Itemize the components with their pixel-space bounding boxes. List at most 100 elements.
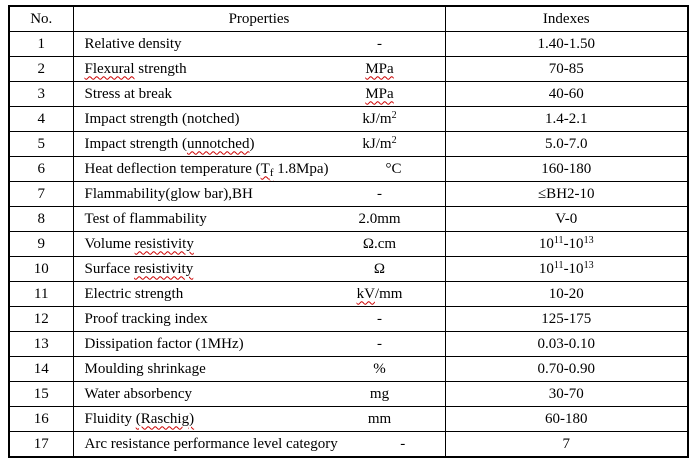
property-wrap: Moulding shrinkage% bbox=[74, 360, 444, 378]
table-body: 1 Relative density -1.40-1.50 2 Flexural str… bbox=[8, 31, 689, 458]
cell-index-value: 60-180 bbox=[444, 406, 689, 432]
text-segment: 2.0mm bbox=[358, 210, 401, 227]
col-header-indexes: Indexes bbox=[444, 5, 689, 32]
property-name: Test of flammability bbox=[74, 211, 315, 228]
property-wrap: Electric strength kV/mm bbox=[74, 286, 445, 303]
property-unit: - bbox=[315, 311, 445, 328]
cell-index-value: 1011-1013 bbox=[444, 256, 689, 282]
text-segment: Volume bbox=[84, 235, 135, 252]
cell-row-number: 16 bbox=[8, 406, 74, 432]
table-row: 4 Impact strength (notched) kJ/m2 1.4-2.1 bbox=[8, 106, 689, 132]
property-unit: Ω.cm bbox=[315, 236, 445, 253]
cell-property: Relative density - bbox=[72, 31, 446, 57]
table-row: 3 Stress at break MPa 40-60 bbox=[8, 81, 689, 107]
table-row: 12 Proof tracking index - 125-175 bbox=[8, 306, 689, 332]
property-wrap: Relative density - bbox=[74, 36, 445, 53]
superscript: 2 bbox=[391, 109, 397, 121]
table-row: 13 Dissipation factor (1MHz) - 0.03-0.10 bbox=[8, 331, 689, 357]
table-row: 11 Electric strength kV/mm 10-20 bbox=[8, 281, 689, 307]
cell-row-number: 2 bbox=[8, 56, 74, 82]
property-name: Flexural strength bbox=[74, 61, 315, 78]
text-segment: ≤BH2-10 bbox=[537, 185, 595, 202]
table-row: 7 Flammability(glow bar),BH - ≤BH2-10 bbox=[8, 181, 689, 207]
cell-row-number: 13 bbox=[8, 331, 74, 357]
text-segment: Stress at break bbox=[84, 85, 172, 102]
text-segment: -10 bbox=[563, 260, 584, 277]
cell-index-value: 7 bbox=[444, 431, 689, 458]
superscript: 13 bbox=[583, 259, 594, 271]
property-unit: - bbox=[315, 186, 445, 203]
text-segment: 0.03-0.10 bbox=[537, 335, 596, 352]
cell-property: Proof tracking index - bbox=[72, 306, 446, 332]
table-row: 8 Test of flammability 2.0mm V-0 bbox=[8, 206, 689, 232]
property-name: Impact strength (notched) bbox=[74, 111, 315, 128]
cell-index-value: ≤BH2-10 bbox=[444, 181, 689, 207]
text-segment: Impact strength ( bbox=[84, 135, 187, 152]
text-segment: 30-70 bbox=[548, 385, 584, 402]
cell-property: Dissipation factor (1MHz) - bbox=[72, 331, 446, 357]
text-segment: mm bbox=[367, 410, 392, 427]
col-header-no: No. bbox=[8, 5, 74, 32]
text-segment: Water absorbency bbox=[84, 385, 193, 402]
property-wrap: Flexural strength MPa bbox=[74, 61, 444, 78]
text-segment: - bbox=[400, 435, 406, 452]
cell-property: Electric strength kV/mm bbox=[72, 281, 446, 307]
table-row: 14 Moulding shrinkage% 0.70-0.90 bbox=[8, 356, 689, 382]
property-name: Volume resistivity bbox=[74, 236, 315, 253]
table-row: 17 Arc resistance performance level categ… bbox=[8, 431, 689, 458]
cell-property: Arc resistance performance level categor… bbox=[72, 431, 446, 458]
property-wrap: Impact strength (unnotched) kJ/m2 bbox=[74, 135, 444, 153]
cell-row-number: 5 bbox=[8, 131, 74, 157]
text-segment: 5.0-7.0 bbox=[545, 135, 588, 152]
property-unit: - bbox=[315, 36, 445, 53]
property-wrap: Fluidity (Raschig) mm bbox=[74, 410, 445, 428]
text-segment: unnotched bbox=[186, 135, 250, 152]
cell-index-value: V-0 bbox=[444, 206, 689, 232]
text-segment: 10 bbox=[538, 235, 554, 252]
text-segment: kV bbox=[356, 285, 375, 302]
header-row: No. Properties Indexes bbox=[8, 5, 689, 32]
text-segment: mg bbox=[369, 385, 390, 402]
text-segment: T bbox=[260, 160, 270, 177]
cell-index-value: 1.40-1.50 bbox=[444, 31, 689, 57]
property-name: Dissipation factor (1MHz) bbox=[74, 336, 315, 353]
cell-row-number: 17 bbox=[8, 431, 74, 458]
cell-index-value: 40-60 bbox=[444, 81, 689, 107]
text-segment: 125-175 bbox=[541, 310, 592, 327]
property-wrap: Surface resistivity Ω bbox=[74, 261, 445, 278]
table-row: 2 Flexural strength MPa 70-85 bbox=[8, 56, 689, 82]
text-segment: kJ/m bbox=[362, 110, 392, 127]
text-segment: ) bbox=[249, 135, 255, 152]
cell-row-number: 4 bbox=[8, 106, 74, 132]
text-segment: /mm bbox=[374, 285, 403, 302]
cell-row-number: 7 bbox=[8, 181, 74, 207]
text-segment: MPa bbox=[365, 85, 394, 102]
cell-index-value: 1.4-2.1 bbox=[444, 106, 689, 132]
text-segment: 70-85 bbox=[548, 60, 584, 77]
table-row: 16 Fluidity (Raschig) mm 60-180 bbox=[8, 406, 689, 432]
cell-property: Impact strength (unnotched) kJ/m2 bbox=[72, 131, 446, 157]
superscript: 11 bbox=[553, 259, 564, 271]
text-segment: V-0 bbox=[555, 210, 578, 227]
property-unit: kV/mm bbox=[315, 286, 445, 303]
cell-property: Impact strength (notched) kJ/m2 bbox=[72, 106, 446, 132]
property-wrap: Volume resistivity Ω.cm bbox=[74, 236, 445, 253]
property-unit: Ω bbox=[315, 261, 445, 278]
text-segment: 1.8Mpa) bbox=[273, 160, 329, 177]
text-segment: - bbox=[377, 35, 382, 52]
text-segment: Heat deflection temperature ( bbox=[84, 160, 261, 177]
text-segment: Fluidity bbox=[84, 410, 136, 427]
property-unit: mm bbox=[315, 411, 445, 428]
property-wrap: Water absorbency mg bbox=[74, 385, 444, 403]
text-segment: Flammability(glow bar),BH bbox=[84, 185, 253, 202]
property-unit: °C bbox=[329, 161, 445, 178]
table-row: 15 Water absorbency mg 30-70 bbox=[8, 381, 689, 407]
cell-property: Flexural strength MPa bbox=[72, 56, 446, 82]
property-wrap: Impact strength (notched) kJ/m2 bbox=[74, 109, 445, 128]
table-row: 5 Impact strength (unnotched) kJ/m2 5.0-7.0 bbox=[8, 131, 689, 157]
cell-row-number: 1 bbox=[8, 31, 74, 57]
property-unit: kJ/m2 bbox=[315, 109, 445, 128]
property-name: Surface resistivity bbox=[74, 261, 315, 278]
text-segment: % bbox=[373, 360, 386, 377]
text-segment: Surface bbox=[84, 260, 135, 277]
